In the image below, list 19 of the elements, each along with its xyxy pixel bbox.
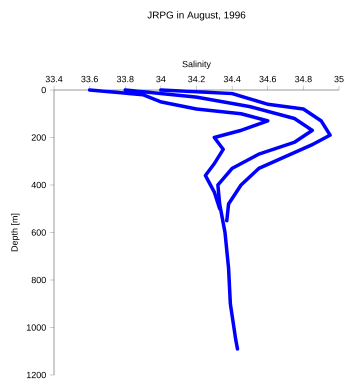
y-axis-title: Depth [m] <box>11 214 20 252</box>
x-tick-label: 34.6 <box>259 76 276 82</box>
x-tick-label: 34.2 <box>188 76 205 82</box>
x-tick-label: 34 <box>156 76 166 82</box>
x-tick-label: 33.6 <box>81 76 98 82</box>
chart-title: JRPG in August, 1996 <box>147 11 246 20</box>
y-tick-label: 1000 <box>26 324 46 331</box>
y-tick-label: 800 <box>32 276 46 284</box>
y-tick-label: 600 <box>32 229 46 236</box>
x-tick-label: 35 <box>334 76 344 82</box>
y-tick-label: 200 <box>32 134 46 141</box>
y-tick-label: 1200 <box>26 372 46 378</box>
x-axis-title: Salinity <box>182 60 211 70</box>
x-tick-label: 33.8 <box>116 76 134 82</box>
x-tick-label: 34.8 <box>294 76 312 82</box>
y-tick-label: 0 <box>42 86 46 94</box>
x-tick-label: 33.4 <box>46 76 62 82</box>
y-tick-label: 400 <box>31 182 46 188</box>
x-tick-label: 34.4 <box>224 76 241 82</box>
